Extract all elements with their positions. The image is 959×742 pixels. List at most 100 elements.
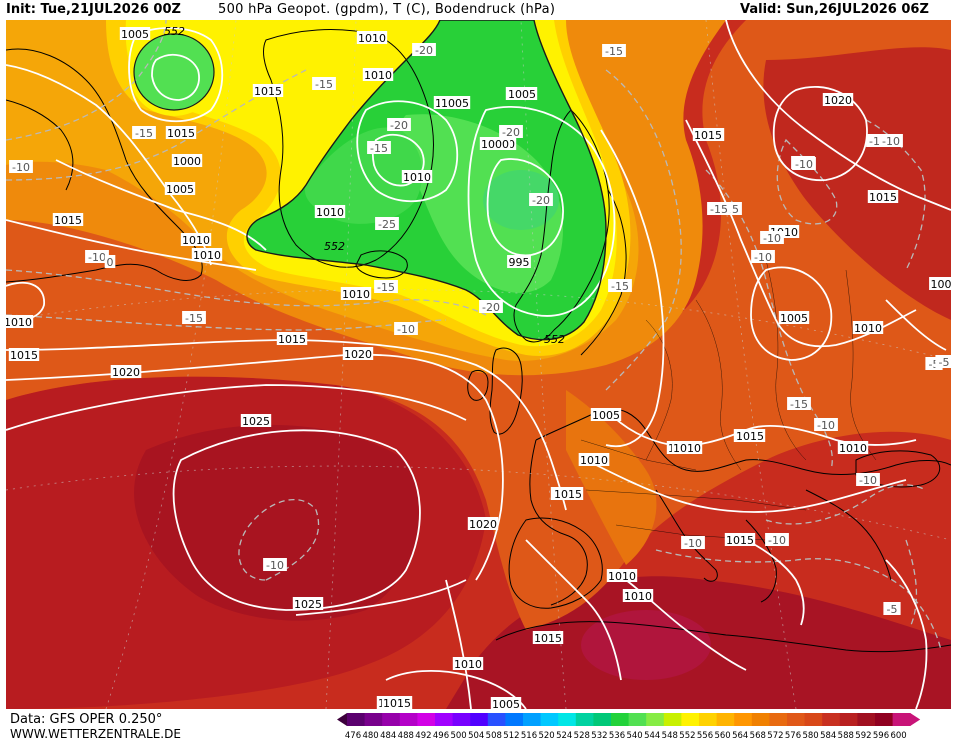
legend-swatch [575,713,594,726]
svg-text:1015: 1015 [726,534,754,547]
isotherm-label: -15 [787,397,811,411]
isobar-label: 1005 [778,311,810,325]
legend-swatch [382,713,401,726]
legend-tick-label: 476 [345,731,361,741]
contour-552-label: 552 [324,240,345,253]
isobar-label: 1010 [452,657,484,671]
svg-text:1015: 1015 [554,488,582,501]
chart-title: 500 hPa Geopot. (gpdm), T (C), Bodendruc… [218,2,556,17]
isotherm-label: -20 [479,300,503,314]
isotherm-label: -20 [387,118,411,132]
isobar-label: 100 [929,277,951,291]
svg-text:1010: 1010 [342,288,370,301]
data-source-label: Data: GFS OPER 0.250° [10,712,163,727]
east-red [763,47,951,320]
svg-text:1005: 1005 [166,183,194,196]
isobar-label: 1010 [314,205,346,219]
svg-text:1010: 1010 [193,249,221,262]
isobar-label: 1015 [8,348,40,362]
legend-tick-label: 568 [750,731,766,741]
svg-text:-15: -15 [710,203,728,216]
legend-swatch [734,713,753,726]
legend-tick-label: 544 [644,731,660,741]
legend-swatch [822,713,841,726]
legend-tick-label: 500 [450,731,466,741]
svg-text:-5: -5 [887,603,898,616]
isotherm-label: -10 [394,322,418,336]
legend-tick-label: 572 [767,731,783,741]
legend-tick-label: 516 [521,731,537,741]
svg-text:1010: 1010 [673,442,701,455]
isobar-label: 1015 [734,429,766,443]
legend-tick-label: 596 [873,731,889,741]
isotherm-label: -10 [681,536,705,550]
legend-tick-label: 488 [398,731,414,741]
isobar-label: 1025 [240,414,272,428]
legend-swatch [435,713,453,726]
legend-swatch [364,713,383,726]
isotherm-label-layer: -15-20-15-15-20-15-10-10-15-20-20-25-20-… [9,43,951,616]
isobar-label: 1010 [6,315,34,329]
svg-text:1005: 1005 [592,409,620,422]
legend-swatch [857,713,876,726]
legend-swatch [892,713,911,726]
isobar-label: 995 [507,255,531,269]
isobar-label: 1025 [292,597,324,611]
svg-text:-15: -15 [790,398,808,411]
svg-text:1005: 1005 [121,28,149,41]
isotherm-label: -10 [760,231,784,245]
legend-swatch [628,713,647,726]
svg-text:1005: 1005 [508,88,536,101]
orange-south [566,390,657,565]
svg-text:-15: -15 [605,45,623,58]
isobar-label: 1005 [590,408,622,422]
legend-swatch [470,713,489,726]
isobar-label: 1015 [724,533,756,547]
isobar-label: 1015 [52,213,84,227]
isotherm-label: -15 [602,44,626,58]
legend-tick-label: 492 [415,731,431,741]
svg-text:-10: -10 [859,474,877,487]
svg-text:1025: 1025 [294,598,322,611]
isotherm-label: -10 [856,473,880,487]
isotherm-label: -15 [707,202,731,216]
svg-text:-20: -20 [390,119,408,132]
isobar-label: 1020 [342,347,374,361]
svg-text:1010: 1010 [316,206,344,219]
isobar-label-layer: 1005101010151010101510051010100510001005… [6,27,951,709]
darkorange-band [6,20,951,630]
svg-text:1015: 1015 [694,129,722,142]
legend-tick-label: 600 [890,731,906,741]
svg-text:-10: -10 [12,161,30,174]
svg-text:1005: 1005 [780,312,808,325]
isobar-label: 1010 [671,441,703,455]
svg-text:-20: -20 [502,126,520,139]
svg-text:-10: -10 [763,232,781,245]
legend-tick-label: 580 [802,731,818,741]
legend-swatch [646,713,665,726]
svg-text:-20: -20 [415,44,433,57]
graticule [6,20,951,709]
isobar-label: 1010 [606,569,638,583]
svg-text:1010: 1010 [580,454,608,467]
legend-swatch [839,713,858,726]
svg-text:1020: 1020 [824,94,852,107]
legend-tick-label: 508 [486,731,502,741]
legend-tick-label: 532 [591,731,607,741]
isobar-label: 1010 [852,321,884,335]
svg-text:1020: 1020 [469,518,497,531]
isobar-label: 1010 [401,170,433,184]
isotherm-label: -10 [792,157,816,171]
isobar-label: 1010 [180,233,212,247]
svg-text:1015: 1015 [736,430,764,443]
svg-text:1025: 1025 [242,415,270,428]
svg-text:1010: 1010 [624,590,652,603]
svg-text:-10: -10 [817,419,835,432]
isobar-label: 1010 [340,287,372,301]
svg-text:1020: 1020 [344,348,372,361]
header-bar: Init: Tue,21JUL2026 00Z 500 hPa Geopot. … [0,0,959,20]
isobar-label: 1010 [578,453,610,467]
svg-text:1010: 1010 [364,69,392,82]
svg-text:1005: 1005 [492,698,520,709]
